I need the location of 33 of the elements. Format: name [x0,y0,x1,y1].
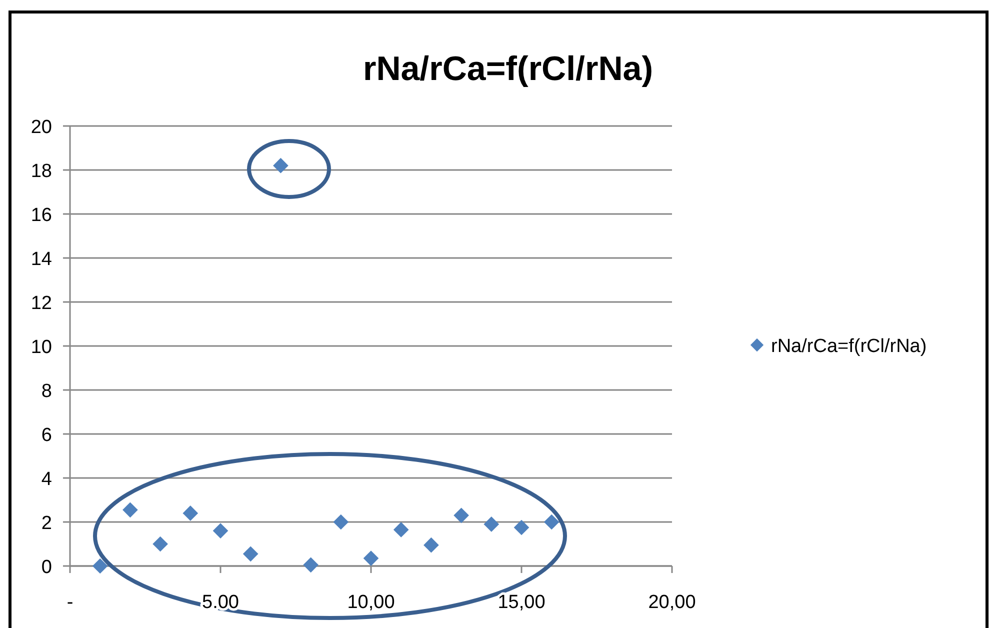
y-tick-label: 10 [30,337,52,358]
y-tick-label: 0 [41,557,52,578]
x-tick-label: 20,00 [648,592,696,613]
y-tick-label: 6 [41,425,52,446]
y-tick-label: 4 [41,469,52,490]
y-tick-label: 18 [30,161,52,182]
point [544,514,560,530]
point [424,537,439,553]
legend-label: rNa/rCa=f(rCl/rNa) [771,336,927,357]
point [484,516,500,532]
y-tick-label: 8 [41,381,52,402]
y-tick-label: 2 [41,513,52,534]
chart-title: rNa/rCa=f(rCl/rNa) [362,50,654,88]
point [122,502,138,518]
point [514,520,530,536]
point [393,522,409,538]
point [454,508,469,524]
x-tick-label: 15,00 [498,592,546,613]
y-tick-label: 16 [30,205,52,226]
point [212,523,228,538]
y-tick-label: 20 [30,117,52,138]
y-tick-label: 14 [30,249,52,270]
x-tick-label: - [66,592,74,613]
point [242,546,258,562]
point [303,557,318,573]
point [92,558,108,574]
point [273,158,288,174]
x-tick-label: 10,00 [347,592,395,613]
point [182,506,198,521]
point [152,536,168,552]
y-tick-label: 12 [30,293,52,314]
point [333,514,349,530]
point [363,550,379,566]
